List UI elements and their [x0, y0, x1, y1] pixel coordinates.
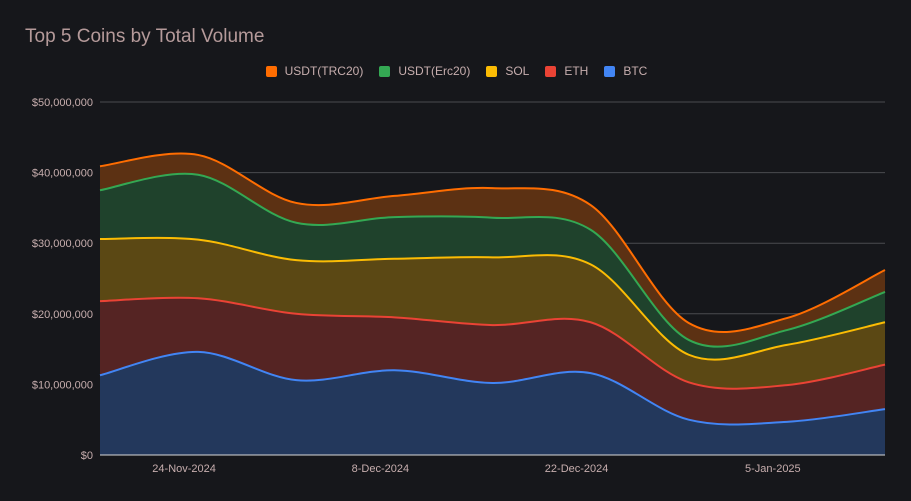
y-tick-label: $40,000,000	[32, 168, 93, 180]
line-usdt-erc20-	[99, 172, 886, 348]
legend-item[interactable]: ETH	[545, 64, 588, 78]
legend-swatch	[545, 65, 557, 77]
x-tick-label: 8-Dec-2024	[352, 463, 409, 475]
x-tick-label: 24-Nov-2024	[152, 463, 216, 475]
y-tick-label: $50,000,000	[32, 97, 93, 109]
line-usdt-trc20-	[99, 152, 886, 334]
legend-label: SOL	[505, 64, 530, 78]
legend-swatch	[379, 65, 391, 77]
legend-item[interactable]: USDT(TRC20)	[265, 64, 364, 78]
line-eth	[99, 296, 886, 390]
legend-label: USDT(TRC20)	[284, 64, 364, 78]
line-sol	[99, 236, 886, 361]
x-tick-label: 5-Jan-2025	[745, 463, 801, 475]
chart-title: Top 5 Coins by Total Volume	[25, 26, 265, 47]
legend-label: USDT(Erc20)	[398, 64, 471, 78]
area-btc	[100, 351, 885, 455]
line-btc	[99, 350, 886, 426]
legend-item[interactable]: SOL	[486, 64, 529, 78]
legend-label: ETH	[564, 64, 589, 78]
legend-label: BTC	[623, 64, 648, 78]
y-tick-label: $0	[81, 450, 93, 462]
y-tick-label: $30,000,000	[32, 238, 93, 250]
y-tick-label: $10,000,000	[32, 379, 93, 391]
y-tick-label: $20,000,000	[32, 309, 93, 321]
legend-swatch	[265, 65, 277, 77]
legend-item[interactable]: BTC	[604, 64, 647, 78]
legend-swatch	[486, 65, 498, 77]
legend-item[interactable]: USDT(Erc20)	[379, 64, 470, 78]
legend: USDT(TRC20) USDT(Erc20) SOL ETH BTC	[0, 64, 911, 78]
x-tick-label: 22-Dec-2024	[545, 463, 609, 475]
legend-swatch	[604, 65, 616, 77]
